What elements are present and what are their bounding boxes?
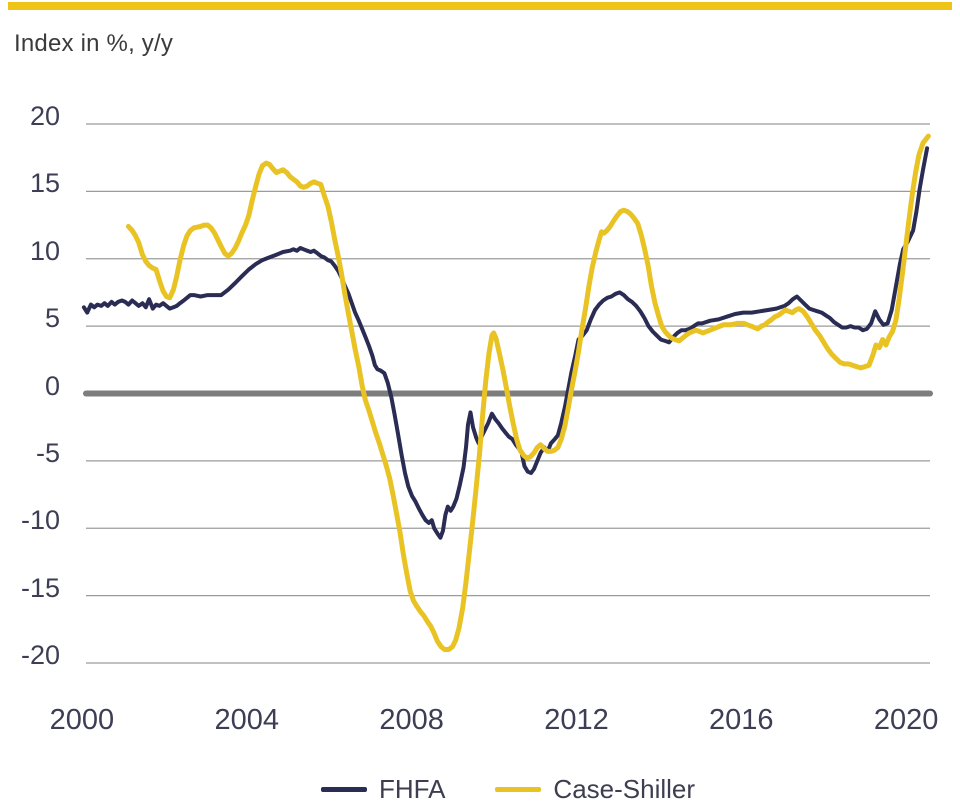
legend-label-case-shiller: Case-Shiller [553, 774, 696, 804]
x-tick-label-2016: 2016 [709, 704, 774, 736]
legend-label-fhfa: FHFA [378, 774, 446, 804]
fhfa-line [81, 146, 930, 540]
y-tick-label-0: 0 [44, 370, 60, 401]
chart-title: Index in %, y/y [14, 30, 174, 57]
x-tick-label-2008: 2008 [379, 704, 444, 736]
y-tick-label-10: 10 [29, 235, 60, 266]
legend: FHFA Case-Shiller [28, 774, 960, 805]
fhfa-line-swatch-icon [320, 787, 367, 792]
x-tick-label-2004: 2004 [214, 704, 280, 736]
y-tick-label-20: 20 [29, 101, 60, 131]
legend-item-case-shiller: Case-Shiller [495, 774, 695, 805]
y-tick-label--15: -15 [20, 572, 60, 603]
y-tick-label--5: -5 [35, 437, 60, 468]
top-accent-bar [8, 2, 952, 10]
x-tick-label-2012: 2012 [544, 704, 609, 736]
x-tick-label-2000: 2000 [49, 704, 115, 736]
y-tick-label-15: 15 [29, 168, 60, 199]
y-tick-label--10: -10 [20, 505, 60, 536]
case-shiller-line-swatch-icon [495, 787, 542, 792]
legend-item-fhfa: FHFA [320, 774, 446, 805]
y-tick-label-5: 5 [44, 303, 60, 334]
case-shiller-line [125, 133, 931, 652]
y-tick-label--20: -20 [20, 640, 60, 670]
x-tick-label-2020: 2020 [873, 704, 939, 736]
